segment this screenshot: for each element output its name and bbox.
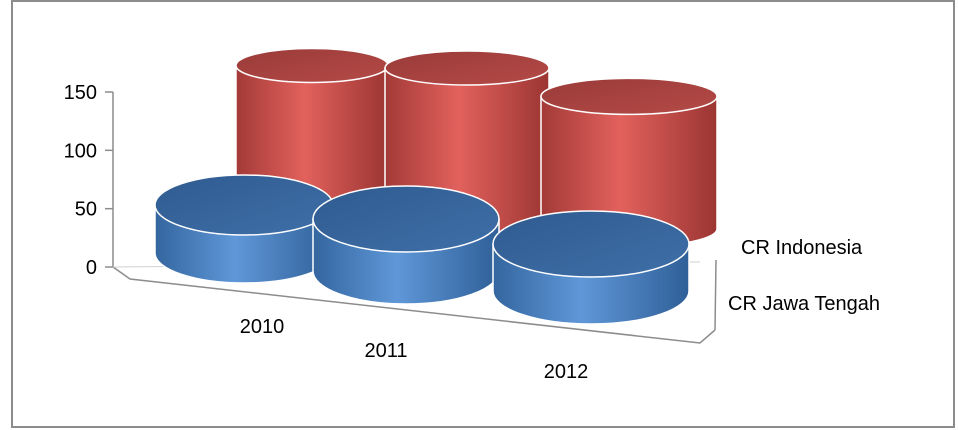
x-category-label: 2010	[240, 316, 285, 338]
bar-cr-jawa-tengah-2012	[492, 210, 690, 325]
series-axis-label: CR Jawa Tengah	[728, 293, 880, 315]
y-tick-label: 100	[64, 140, 97, 162]
labels: 0 50 100 150 2010 2011 2012 CR Jawa Tengah CR In…	[64, 82, 880, 383]
x-category-label: 2011	[364, 340, 407, 362]
bar-cr-jawa-tengah-2010	[154, 174, 334, 284]
x-axis-floor-line	[112, 266, 716, 344]
cylinder-top	[154, 174, 334, 236]
bar-cr-indonesia-2012	[540, 77, 718, 248]
y-tick-label: 150	[64, 82, 97, 104]
cylinder-top	[384, 50, 550, 86]
cylinder-top	[235, 47, 389, 84]
bars	[154, 47, 718, 325]
cylinder-top	[540, 77, 718, 116]
series-axis-label: CR Indonesia	[741, 237, 863, 259]
cylinder-top	[492, 210, 690, 278]
bar-cr-jawa-tengah-2011	[312, 185, 500, 305]
z-axis-line	[714, 259, 717, 331]
cylinder-top	[312, 185, 500, 253]
x-category-label: 2012	[544, 361, 589, 383]
y-tick-label: 50	[75, 199, 97, 221]
y-tick-label: 0	[86, 257, 97, 279]
